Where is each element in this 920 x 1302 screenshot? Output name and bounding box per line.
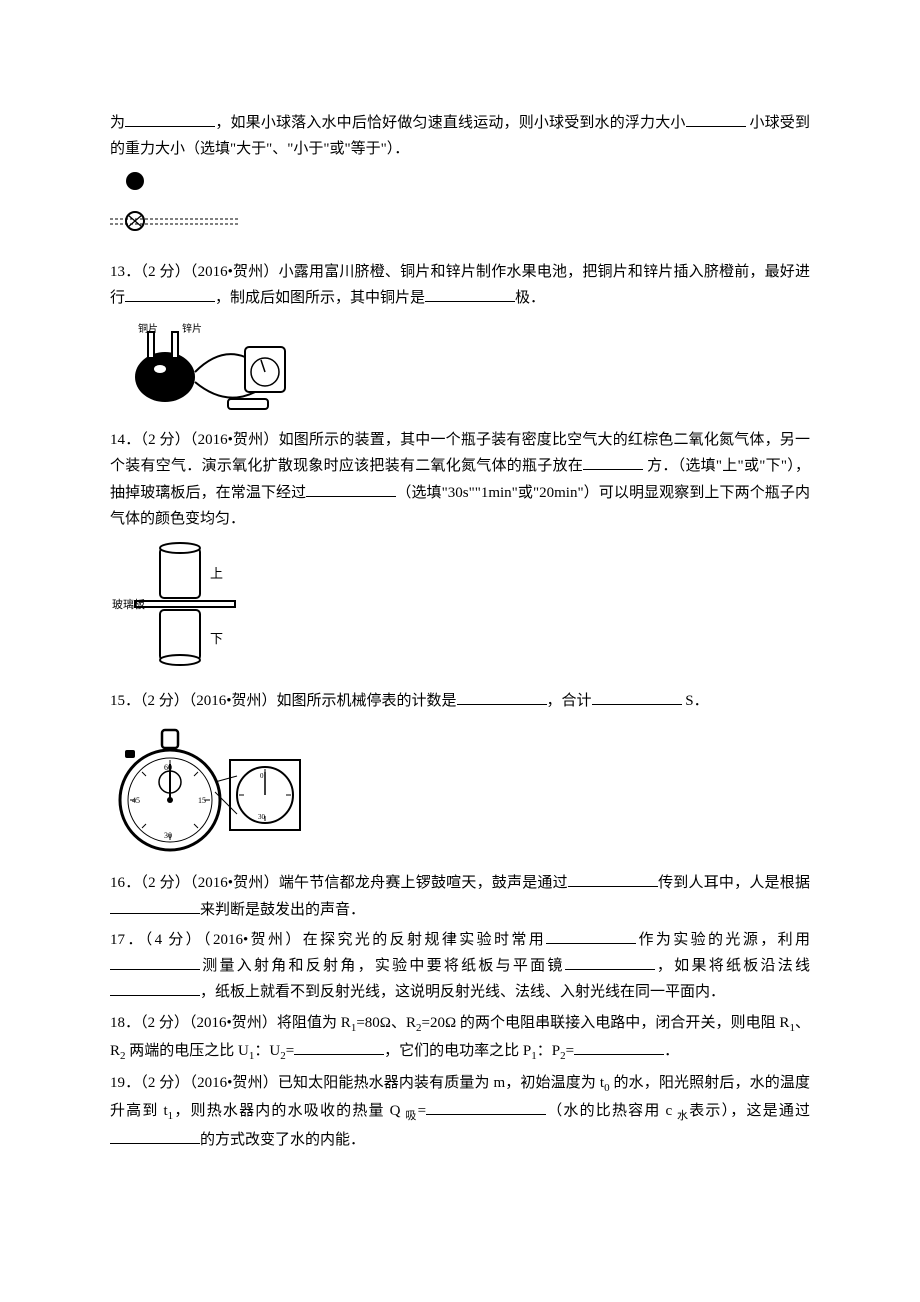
q18-colon: ：U — [254, 1043, 280, 1059]
q18-eq3: = — [286, 1043, 294, 1059]
q12-figure — [110, 169, 810, 249]
q18-a: 18．（2 分）（2016•贺州）将阻值为 R — [110, 1015, 351, 1031]
q13-blank-2 — [425, 287, 515, 302]
q13-text-c: 极． — [515, 290, 545, 306]
q12-para: 为，如果小球落入水中后恰好做匀速直线运动，则小球受到水的浮力大小 小球受到的重力… — [110, 110, 810, 163]
q16-text-b: 传到人耳中，人是根据 — [658, 875, 810, 891]
q17-para: 17．（4 分）（2016•贺州）在探究光的反射规律实验时常用 作为实验的光源，利… — [110, 927, 810, 1006]
q14-figure-svg: 玻璃板 上 下 — [110, 538, 260, 678]
q14-blank-2 — [306, 482, 396, 497]
page-content: 为，如果小球落入水中后恰好做匀速直线运动，则小球受到水的浮力大小 小球受到的重力… — [0, 0, 920, 1217]
q15-blank-2 — [592, 691, 682, 706]
q16-blank-1 — [568, 873, 658, 888]
q15-figure-svg: 60 15 30 45 0 30 — [110, 720, 310, 860]
q15-text-a: 15．（2 分）（2016•贺州）如图所示机械停表的计数是 — [110, 693, 457, 709]
q17-blank-3 — [565, 956, 655, 971]
q19-d: （水的比热容用 c — [546, 1103, 677, 1119]
q17-blank-4 — [110, 982, 200, 997]
q19-para: 19．（2 分）（2016•贺州）已知太阳能热水器内装有质量为 m，初始温度为 … — [110, 1070, 810, 1153]
q18-c: ，它们的电功率之比 P — [384, 1043, 531, 1059]
q16-para: 16．（2 分）（2016•贺州）端午节信都龙舟赛上锣鼓喧天，鼓声是通过 传到人耳… — [110, 870, 810, 923]
q19-e: 表示），这是通过 — [689, 1103, 810, 1119]
svg-text:45: 45 — [132, 796, 140, 805]
q18-blank-1 — [294, 1040, 384, 1055]
q19-c: ，则热水器内的水吸收的热量 Q — [173, 1103, 405, 1119]
q15-text-b: ，合计 — [547, 693, 592, 709]
q17-text-e: ，纸板上就看不到反射光线，这说明反射光线、法线、入射光线在同一平面内． — [200, 984, 725, 1000]
q17-blank-1 — [546, 929, 636, 944]
q19-xi: 吸 — [405, 1110, 417, 1122]
q12-figure-svg — [110, 169, 240, 249]
q14-fig-up-label: 上 — [210, 566, 223, 581]
q17-text-b: 作为实验的光源，利用 — [636, 932, 810, 948]
q16-blank-2 — [110, 899, 200, 914]
svg-text:0: 0 — [260, 772, 264, 780]
q17-text-a: 17．（4 分）（2016•贺州）在探究光的反射规律实验时常用 — [110, 932, 546, 948]
q18-blank-2 — [574, 1040, 664, 1055]
q17-text-c: 测量入射角和反射角，实验中要将纸板与平面镜 — [200, 958, 565, 974]
q13-para: 13．（2 分）（2016•贺州）小露用富川脐橙、铜片和锌片制作水果电池，把铜片… — [110, 259, 810, 312]
q15-blank-1 — [457, 691, 547, 706]
q16-text-c: 来判断是鼓发出的声音． — [200, 902, 365, 918]
q19-f: 的方式改变了水的内能． — [200, 1132, 365, 1148]
q14-fig-glass-label: 玻璃板 — [112, 597, 145, 611]
q16-text-a: 16．（2 分）（2016•贺州）端午节信都龙舟赛上锣鼓喧天，鼓声是通过 — [110, 875, 568, 891]
q14-fig-down-label: 下 — [210, 631, 223, 646]
q18-dot-end: ． — [664, 1043, 679, 1059]
q18-para: 18．（2 分）（2016•贺州）将阻值为 R1=80Ω、R2=20Ω 的两个电… — [110, 1010, 810, 1067]
q15-figure: 60 15 30 45 0 30 — [110, 720, 810, 860]
q19-blank-1 — [426, 1101, 546, 1116]
svg-text:30: 30 — [258, 813, 266, 821]
q12-blank-1 — [125, 113, 215, 128]
q18-b: 两端的电压之比 U — [126, 1043, 249, 1059]
q19-a: 19．（2 分）（2016•贺州）已知太阳能热水器内装有质量为 m，初始温度为 … — [110, 1075, 604, 1091]
q13-figure: 铜片 锌片 — [110, 317, 810, 417]
q17-blank-2 — [110, 956, 200, 971]
q13-blank-1 — [125, 287, 215, 302]
q14-blank-1 — [583, 456, 643, 471]
q19-shui: 水 — [677, 1110, 689, 1122]
q18-eq1: =80Ω、R — [356, 1015, 416, 1031]
q12-text-a: 为 — [110, 115, 125, 131]
q14-para: 14．（2 分）（2016•贺州）如图所示的装置，其中一个瓶子装有密度比空气大的… — [110, 427, 810, 532]
q18-colon2: ：P — [537, 1043, 560, 1059]
q15-text-c: S． — [685, 693, 708, 709]
q13-text-b: ，制成后如图所示，其中铜片是 — [215, 290, 425, 306]
q12-blank-2 — [686, 113, 746, 128]
q19-blank-2 — [110, 1129, 200, 1144]
svg-text:15: 15 — [198, 796, 206, 805]
q13-figure-svg: 铜片 锌片 — [110, 317, 310, 417]
q18-eq2: =20Ω 的两个电阻串联接入电路中，闭合开关，则电阻 R — [422, 1015, 790, 1031]
q15-para: 15．（2 分）（2016•贺州）如图所示机械停表的计数是 ，合计 S． — [110, 688, 810, 714]
q14-figure: 玻璃板 上 下 — [110, 538, 810, 678]
q18-eq4: = — [566, 1043, 574, 1059]
q13-fig-label-right: 锌片 — [182, 322, 202, 335]
q12-text-b: ，如果小球落入水中后恰好做匀速直线运动，则小球受到水的浮力大小 — [215, 115, 685, 131]
svg-text:30: 30 — [164, 831, 172, 840]
q19-eq: = — [418, 1103, 426, 1119]
q17-text-d: ，如果将纸板沿法线 — [655, 958, 810, 974]
q13-fig-label-left: 铜片 — [138, 322, 158, 335]
